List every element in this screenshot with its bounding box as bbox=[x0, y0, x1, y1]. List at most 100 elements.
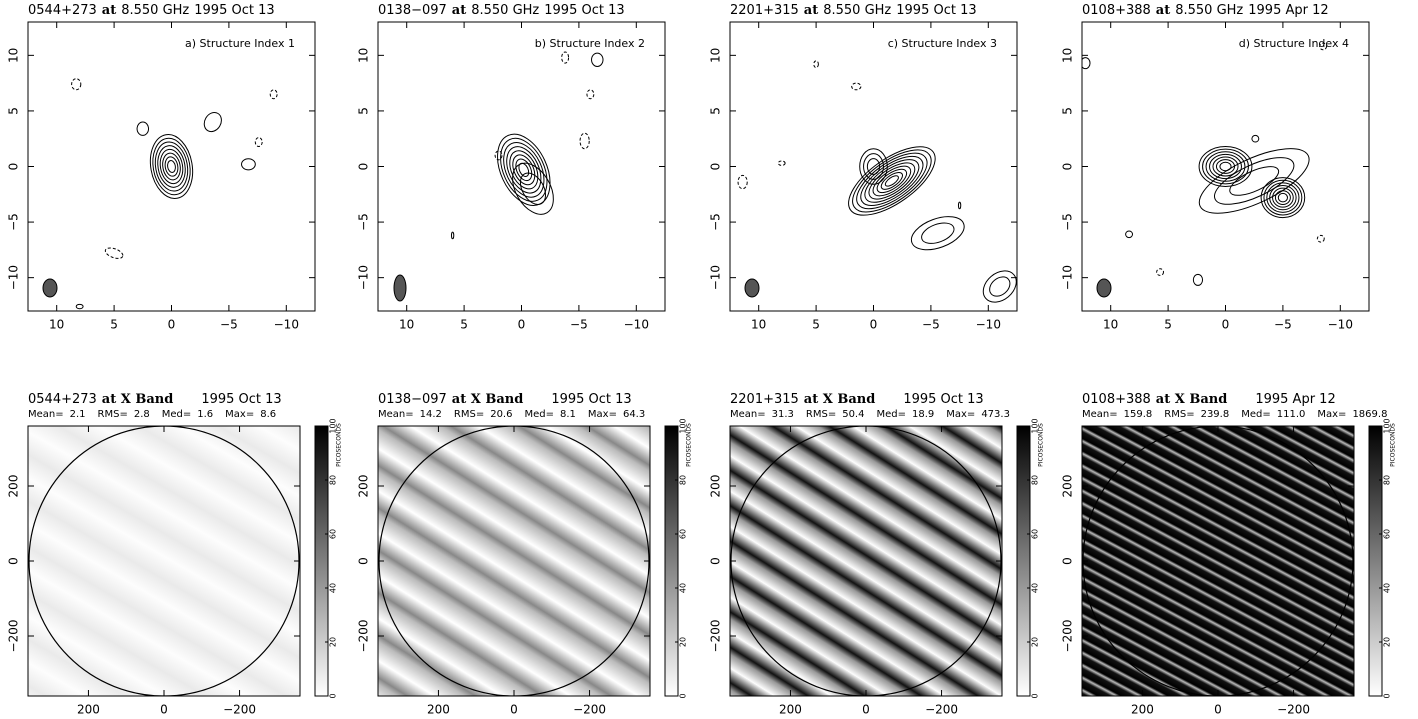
stat-value: 1869.8 bbox=[1352, 409, 1387, 420]
x-tick-label: 10 bbox=[1103, 318, 1118, 332]
stat-value: 239.8 bbox=[1201, 409, 1230, 420]
stats: Mean= 159.8 RMS= 239.8 Med= 111.0 Max= 1869.8 bbox=[1082, 409, 1387, 420]
title-part: at X Band bbox=[102, 392, 174, 407]
colorbar-tick-label: 100 bbox=[1031, 418, 1040, 433]
title-part: 2201+315 bbox=[730, 392, 799, 407]
plot-area bbox=[42, 78, 278, 310]
contour bbox=[777, 160, 786, 166]
beam bbox=[42, 278, 58, 298]
stat-value: 8.6 bbox=[260, 409, 276, 420]
x-tick-label: −200 bbox=[223, 703, 256, 717]
image bbox=[378, 426, 650, 696]
y-tick-label: −10 bbox=[357, 265, 371, 290]
title-part: 0138−097 bbox=[378, 3, 447, 18]
contour bbox=[75, 303, 84, 310]
x-tick-label: −200 bbox=[925, 703, 958, 717]
colorbar-tick-label: 80 bbox=[1383, 475, 1392, 485]
contour bbox=[159, 148, 184, 185]
image-panel: 0138−097 at X Band 1995 Oct 13 Mean= 14.2 RMS… bbox=[357, 392, 693, 717]
x-tick-label: 0 bbox=[862, 703, 870, 717]
x-tick-label: 5 bbox=[1164, 318, 1172, 332]
x-tick-label: −200 bbox=[1277, 703, 1310, 717]
colorbar-label: PICOSECONDS bbox=[336, 423, 343, 467]
y-tick-label: −5 bbox=[7, 213, 21, 231]
title-part: at X Band bbox=[1156, 392, 1228, 407]
contour bbox=[157, 145, 186, 188]
x-tick-label: 5 bbox=[812, 318, 820, 332]
plot-area bbox=[730, 426, 1002, 696]
y-tick-label: −5 bbox=[709, 213, 723, 231]
contour bbox=[880, 172, 903, 190]
y-tick-label: 0 bbox=[7, 557, 21, 565]
stat-name: Mean= bbox=[1082, 409, 1118, 420]
stat-name: Med= bbox=[1241, 409, 1271, 420]
x-tick-label: 0 bbox=[160, 703, 168, 717]
y-tick-label: −200 bbox=[7, 620, 21, 653]
plot-area bbox=[28, 426, 300, 696]
panel-title: 0138−097 at X Band 1995 Oct 13 bbox=[378, 392, 632, 407]
y-tick-label: −200 bbox=[709, 620, 723, 653]
contour bbox=[1266, 182, 1300, 213]
title-part: 1995 Oct 13 bbox=[551, 392, 631, 407]
contour bbox=[876, 168, 908, 194]
stat-name: Max= bbox=[225, 409, 254, 420]
colorbar bbox=[1368, 425, 1383, 697]
stat-name: RMS= bbox=[806, 409, 836, 420]
x-tick-label: 0 bbox=[1214, 703, 1222, 717]
stat-value: 2.1 bbox=[70, 409, 86, 420]
stat-name: RMS= bbox=[98, 409, 128, 420]
panel-title: 2201+315 at X Band 1995 Oct 13 bbox=[730, 392, 984, 407]
title-part: 8.550 GHz bbox=[471, 3, 539, 18]
contour bbox=[982, 270, 1017, 303]
contour bbox=[813, 60, 819, 69]
y-tick-label: 200 bbox=[357, 475, 371, 498]
y-tick-label: 10 bbox=[709, 48, 723, 63]
contour bbox=[164, 156, 179, 177]
stat-value: 111.0 bbox=[1277, 409, 1306, 420]
stat-value: 18.9 bbox=[912, 409, 934, 420]
y-tick-label: 5 bbox=[1061, 107, 1075, 115]
y-tick-label: −200 bbox=[1061, 620, 1075, 653]
contour bbox=[864, 159, 920, 203]
image-panel: 2201+315 at X Band 1995 Oct 13 Mean= 31.3 RMS… bbox=[709, 392, 1045, 717]
y-tick-label: 10 bbox=[357, 48, 371, 63]
y-tick-label: −10 bbox=[1061, 265, 1075, 290]
colorbar-tick-label: 20 bbox=[679, 637, 688, 647]
colorbar-tick-label: 0 bbox=[329, 693, 338, 698]
stats: Mean= 31.3 RMS= 50.4 Med= 18.9 Max= 473.3 bbox=[730, 409, 1010, 420]
annotation: d) Structure Index 4 bbox=[1239, 37, 1349, 50]
contour bbox=[1260, 177, 1306, 219]
stat-value: 64.3 bbox=[623, 409, 645, 420]
title-part: at bbox=[804, 3, 818, 18]
contour bbox=[1229, 166, 1280, 196]
contour bbox=[1319, 42, 1328, 51]
contour bbox=[863, 153, 884, 180]
panel-title: 0544+273 at 8.550 GHz 1995 Oct 13 bbox=[28, 3, 275, 18]
colorbar-tick-label: 60 bbox=[1383, 529, 1392, 539]
contour-panel: 0544+273 at 8.550 GHz 1995 Oct 13 a) Structu… bbox=[7, 3, 316, 332]
contour bbox=[1277, 192, 1288, 203]
y-tick-label: 200 bbox=[1061, 475, 1075, 498]
y-tick-label: −10 bbox=[7, 265, 21, 290]
y-tick-label: 0 bbox=[1061, 163, 1075, 171]
contour bbox=[1214, 157, 1295, 205]
beam bbox=[393, 274, 407, 302]
image-panel: 0544+273 at X Band 1995 Oct 13 Mean= 2.1 RMS=… bbox=[7, 392, 343, 717]
title-part: 0138−097 bbox=[378, 392, 447, 407]
plot-area bbox=[1082, 426, 1354, 696]
title-part: 1995 Oct 13 bbox=[903, 392, 983, 407]
x-tick-label: 0 bbox=[168, 318, 176, 332]
contour bbox=[851, 82, 862, 91]
colorbar-tick-label: 0 bbox=[1383, 693, 1392, 698]
y-tick-label: 200 bbox=[709, 475, 723, 498]
contour bbox=[860, 155, 924, 206]
x-tick-label: −5 bbox=[1274, 318, 1292, 332]
plot-frame bbox=[377, 21, 666, 312]
x-tick-label: −10 bbox=[1328, 318, 1353, 332]
title-part: 1995 Oct 13 bbox=[896, 3, 976, 18]
stat-name: RMS= bbox=[454, 409, 484, 420]
title-part: 0108+388 bbox=[1082, 392, 1151, 407]
title-part: 8.550 GHz bbox=[823, 3, 891, 18]
colorbar-tick-label: 20 bbox=[1031, 637, 1040, 647]
